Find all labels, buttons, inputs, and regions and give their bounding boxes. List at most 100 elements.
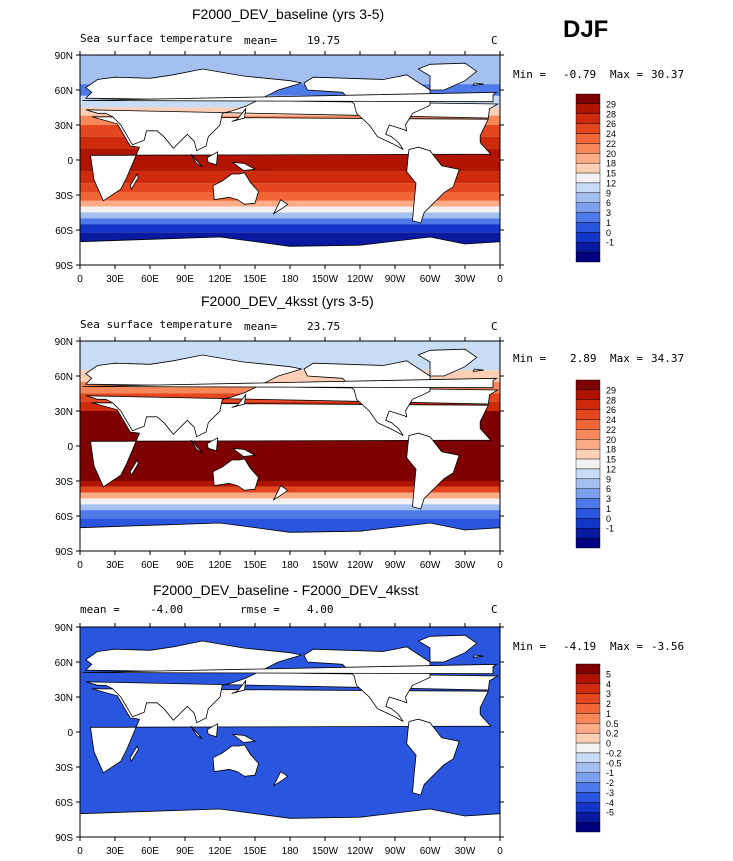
island <box>472 82 484 86</box>
lat-tick-label: 60N <box>55 658 73 669</box>
colorbar-label: 18 <box>606 445 616 455</box>
max-value: 34.37 <box>651 352 685 365</box>
colorbar-swatch <box>575 232 601 243</box>
island <box>231 107 247 122</box>
colorbar-swatch <box>575 222 601 233</box>
lon-tick-label: 120E <box>208 846 232 857</box>
colorbar-swatch <box>575 192 601 203</box>
mean-label: mean= <box>244 34 278 47</box>
colorbar-label: 2 <box>606 699 611 709</box>
island <box>472 654 484 658</box>
continent <box>406 718 460 796</box>
min-value: 2.89 <box>570 352 597 365</box>
max-label: Max = <box>610 640 644 653</box>
min-label: Min = <box>513 640 547 653</box>
colorbar-label: -1 <box>606 524 614 534</box>
lat-tick-label: 60S <box>55 226 73 237</box>
map: 90N 60N 30N 0 30S 60S 90S 0 30E 60E 90E 120E 150E 180… <box>55 337 504 571</box>
colorbar-label: 24 <box>606 415 616 425</box>
sst-band <box>80 212 500 219</box>
colorbar-swatch <box>575 439 601 450</box>
colorbar-swatch <box>575 782 601 793</box>
colorbar-swatch <box>575 772 601 783</box>
lon-tick-label: 150W <box>312 846 339 857</box>
lon-tick-label: 60E <box>141 846 159 857</box>
lon-tick-label: 90W <box>385 274 406 285</box>
sst-band <box>80 492 500 499</box>
island <box>231 393 247 408</box>
lat-tick-label: 0 <box>67 156 73 167</box>
min-label: Min = <box>513 352 547 365</box>
lon-tick-label: 90E <box>176 846 194 857</box>
colorbar-swatch <box>575 812 601 823</box>
min-value: -0.79 <box>563 68 597 81</box>
colorbar-label: -3 <box>606 788 614 798</box>
continent <box>84 354 500 438</box>
season-label: DJF <box>563 16 609 43</box>
island <box>272 199 289 215</box>
lon-tick-label: 60E <box>141 274 159 285</box>
colorbar-swatch <box>575 389 601 400</box>
colorbar-label: 18 <box>606 159 616 169</box>
colorbar-swatch <box>575 162 601 174</box>
lon-tick-label: 0 <box>497 274 503 285</box>
colorbar-swatch <box>575 133 601 144</box>
colorbar-label: 22 <box>606 139 616 149</box>
colorbar-swatch <box>575 528 601 539</box>
colorbar-label: 6 <box>606 198 611 208</box>
lon-tick-label: 30E <box>106 274 124 285</box>
units-label: C <box>491 320 498 333</box>
sst-band <box>80 171 500 184</box>
continent <box>406 146 460 224</box>
lat-tick-label: 30N <box>55 693 73 704</box>
lon-tick-label: 150E <box>243 274 267 285</box>
continent <box>212 744 259 777</box>
colorbar-swatch <box>575 821 601 833</box>
sst-band <box>80 504 500 511</box>
sst-band <box>80 183 500 193</box>
sst-band <box>80 510 500 519</box>
lat-tick-label: 60S <box>55 798 73 809</box>
colorbar-swatch <box>575 663 601 675</box>
mean-value: -4.00 <box>150 603 184 616</box>
island <box>231 161 257 171</box>
island <box>82 663 498 675</box>
sst-band <box>80 218 500 225</box>
colorbar-swatch <box>575 683 601 694</box>
lon-tick-label: 150E <box>243 560 267 571</box>
map: 90N 60N 30N 0 30S 60S 90S 0 30E 60E 90E 120E 150E 180… <box>55 51 504 285</box>
lon-tick-label: 120E <box>208 274 232 285</box>
colorbar-swatch <box>575 409 601 420</box>
colorbar-label: 0 <box>606 514 611 524</box>
continent <box>417 634 478 663</box>
colorbar-swatch <box>575 762 601 773</box>
colorbar-swatch <box>575 742 601 754</box>
lat-tick-label: 90S <box>55 261 73 272</box>
lon-tick-label: 60E <box>141 560 159 571</box>
max-value: -3.56 <box>651 640 685 653</box>
colorbar-label: 29 <box>606 385 616 395</box>
colorbar-swatch <box>575 143 601 154</box>
colorbar-label: 15 <box>606 455 616 465</box>
island <box>472 368 484 372</box>
colorbar-swatch <box>575 123 601 134</box>
colorbar-swatch <box>575 93 601 105</box>
colorbar-swatch <box>575 172 601 184</box>
colorbar-swatch <box>575 202 601 213</box>
sst-band <box>80 498 500 505</box>
lon-tick-label: 150E <box>243 846 267 857</box>
island <box>190 153 203 168</box>
colorbar-label: 12 <box>606 464 616 474</box>
mean-value: 19.75 <box>307 34 341 47</box>
island <box>272 485 289 501</box>
colorbar-swatch <box>575 458 601 470</box>
colorbar-swatch <box>575 182 601 194</box>
colorbar-label: 22 <box>606 425 616 435</box>
colorbar-label: -1 <box>606 238 614 248</box>
island <box>129 745 139 763</box>
panel-title: F2000_DEV_4ksst (yrs 3-5) <box>201 293 374 309</box>
colorbar-swatch <box>575 703 601 714</box>
max-value: 30.37 <box>651 68 685 81</box>
